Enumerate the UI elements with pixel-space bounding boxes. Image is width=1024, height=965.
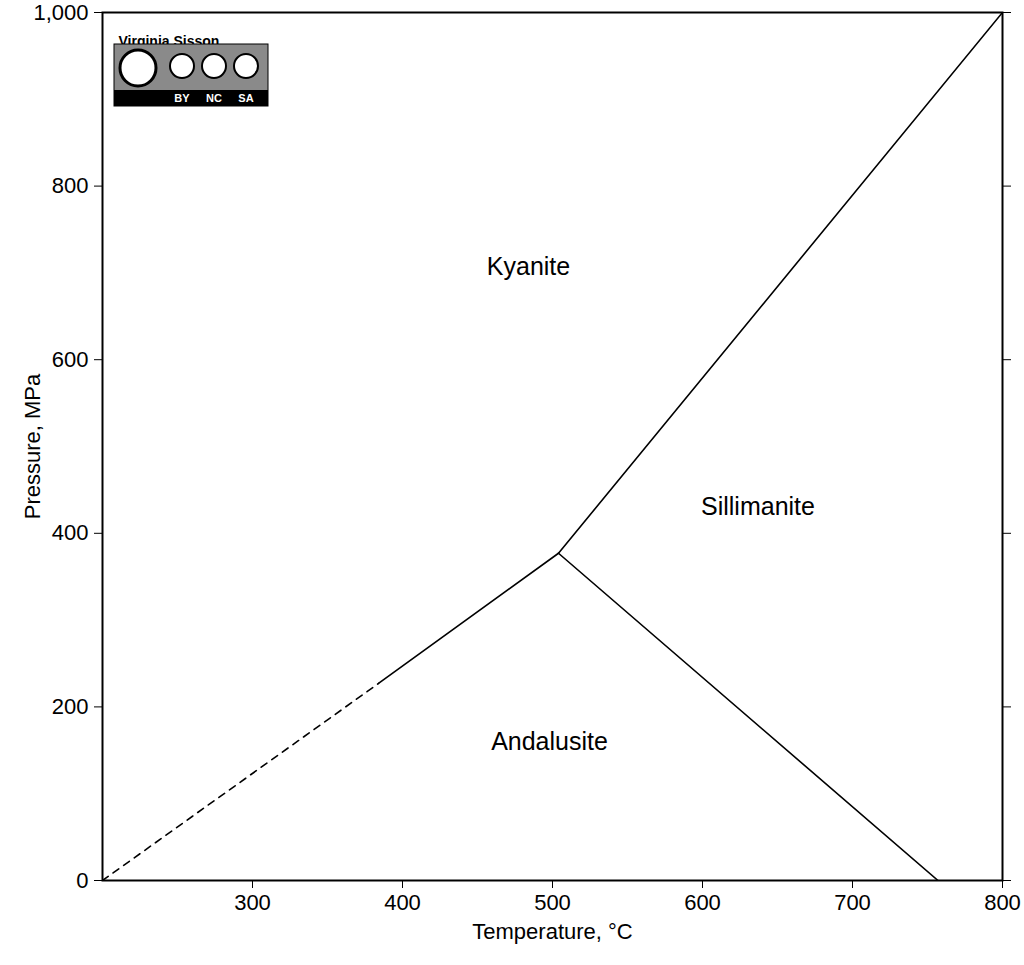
svg-text:NC: NC xyxy=(206,92,222,104)
svg-text:700: 700 xyxy=(834,890,871,915)
svg-text:400: 400 xyxy=(384,890,421,915)
svg-text:600: 600 xyxy=(684,890,721,915)
svg-text:Temperature, °C: Temperature, °C xyxy=(472,919,633,944)
svg-text:400: 400 xyxy=(52,520,89,545)
svg-text:BY: BY xyxy=(174,92,190,104)
svg-text:200: 200 xyxy=(52,694,89,719)
svg-text:Kyanite: Kyanite xyxy=(487,252,570,280)
svg-text:Sillimanite: Sillimanite xyxy=(701,492,815,520)
svg-text:500: 500 xyxy=(534,890,571,915)
svg-text:1,000: 1,000 xyxy=(33,0,88,25)
svg-text:0: 0 xyxy=(76,868,88,893)
svg-text:Pressure, MPa: Pressure, MPa xyxy=(20,373,45,519)
svg-text:800: 800 xyxy=(984,890,1021,915)
svg-text:600: 600 xyxy=(52,347,89,372)
svg-text:300: 300 xyxy=(234,890,271,915)
svg-text:Virginia Sisson: Virginia Sisson xyxy=(118,33,220,50)
svg-text:SA: SA xyxy=(238,92,253,104)
svg-text:Andalusite: Andalusite xyxy=(491,727,608,755)
svg-text:800: 800 xyxy=(52,173,89,198)
